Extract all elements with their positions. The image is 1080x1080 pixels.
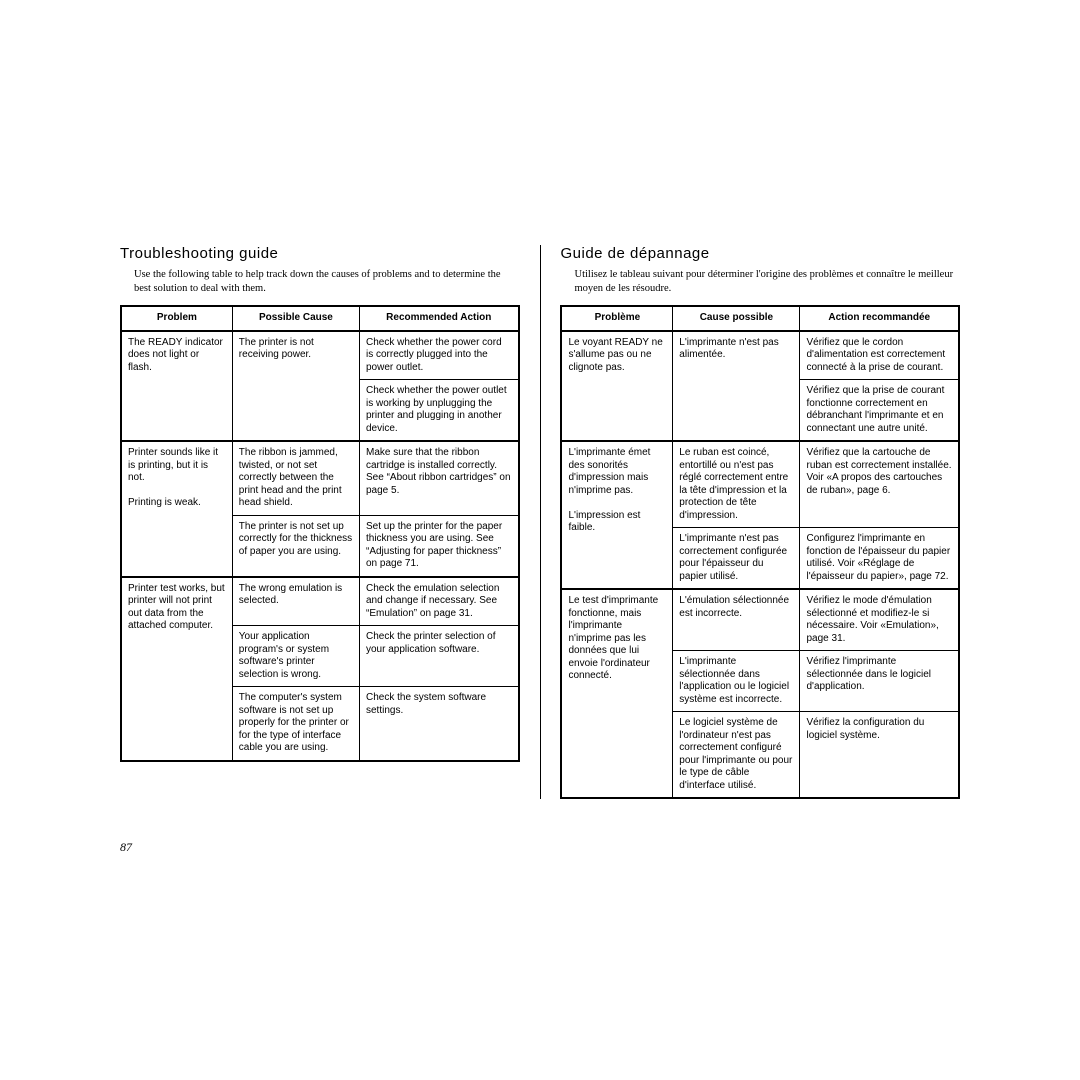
action-cell: Vérifiez le mode d'émulation sélectionné… bbox=[800, 589, 959, 651]
page-number: 87 bbox=[120, 840, 132, 855]
problem-cell: Printer test works, but printer will not… bbox=[121, 577, 232, 761]
table-row: Le test d'imprimante fonctionne, mais l'… bbox=[561, 589, 959, 651]
table-header: Problem bbox=[121, 306, 232, 331]
left-title: Troubleshooting guide bbox=[120, 245, 520, 262]
action-cell: Vérifiez la configuration du logiciel sy… bbox=[800, 712, 959, 799]
table-row: Le voyant READY ne s'allume pas ou ne cl… bbox=[561, 331, 959, 380]
page-container: Troubleshooting guide Use the following … bbox=[120, 245, 960, 799]
table-header: Problème bbox=[561, 306, 672, 331]
action-cell: Check whether the power cord is correctl… bbox=[360, 331, 519, 380]
cause-cell: The wrong emulation is selected. bbox=[232, 577, 359, 626]
action-cell: Set up the printer for the paper thickne… bbox=[360, 515, 519, 577]
left-intro: Use the following table to help track do… bbox=[120, 268, 520, 295]
table-header: Possible Cause bbox=[232, 306, 359, 331]
table-header: Recommended Action bbox=[360, 306, 519, 331]
right-title: Guide de dépannage bbox=[560, 245, 960, 262]
cause-cell: The computer's system software is not se… bbox=[232, 687, 359, 761]
problem-cell: Printer sounds like it is printing, but … bbox=[121, 441, 232, 577]
table-row: Printer sounds like it is printing, but … bbox=[121, 441, 519, 515]
action-cell: Vérifiez que le cordon d'alimentation es… bbox=[800, 331, 959, 380]
column-divider bbox=[540, 245, 541, 799]
action-cell: Vérifiez que la prise de courant fonctio… bbox=[800, 380, 959, 442]
right-intro: Utilisez le tableau suivant pour détermi… bbox=[560, 268, 960, 295]
cause-cell: The printer is not receiving power. bbox=[232, 331, 359, 380]
action-cell: Check the emulation selection and change… bbox=[360, 577, 519, 626]
table-header: Cause possible bbox=[673, 306, 800, 331]
table-header: Action recommandée bbox=[800, 306, 959, 331]
action-cell: Vérifiez l'imprimante sélectionnée dans … bbox=[800, 651, 959, 712]
cause-cell bbox=[232, 380, 359, 442]
cause-cell: L'émulation sélectionnée est incorrecte. bbox=[673, 589, 800, 651]
left-column: Troubleshooting guide Use the following … bbox=[120, 245, 520, 799]
problem-cell: The READY indicator does not light or fl… bbox=[121, 331, 232, 442]
action-cell: Check whether the power outlet is workin… bbox=[360, 380, 519, 442]
cause-cell: L'imprimante n'est pas alimentée. bbox=[673, 331, 800, 380]
action-cell: Check the printer selection of your appl… bbox=[360, 626, 519, 687]
cause-cell: Your application program's or system sof… bbox=[232, 626, 359, 687]
left-table: ProblemPossible CauseRecommended ActionT… bbox=[120, 305, 520, 762]
cause-cell: L'imprimante sélectionnée dans l'applica… bbox=[673, 651, 800, 712]
cause-cell: The ribbon is jammed, twisted, or not se… bbox=[232, 441, 359, 515]
table-row: Printer test works, but printer will not… bbox=[121, 577, 519, 626]
action-cell: Configurez l'imprimante en fonction de l… bbox=[800, 528, 959, 590]
cause-cell bbox=[673, 380, 800, 442]
cause-cell: The printer is not set up correctly for … bbox=[232, 515, 359, 577]
problem-cell: L'imprimante émet des sonorités d'impres… bbox=[561, 441, 672, 589]
right-table: ProblèmeCause possibleAction recommandée… bbox=[560, 305, 960, 799]
problem-cell: Le voyant READY ne s'allume pas ou ne cl… bbox=[561, 331, 672, 442]
cause-cell: Le ruban est coincé, entortillé ou n'est… bbox=[673, 441, 800, 528]
cause-cell: L'imprimante n'est pas correctement conf… bbox=[673, 528, 800, 590]
problem-cell: Le test d'imprimante fonctionne, mais l'… bbox=[561, 589, 672, 798]
right-column: Guide de dépannage Utilisez le tableau s… bbox=[560, 245, 960, 799]
action-cell: Check the system software settings. bbox=[360, 687, 519, 761]
action-cell: Vérifiez que la cartouche de ruban est c… bbox=[800, 441, 959, 528]
cause-cell: Le logiciel système de l'ordinateur n'es… bbox=[673, 712, 800, 799]
action-cell: Make sure that the ribbon cartridge is i… bbox=[360, 441, 519, 515]
table-row: The READY indicator does not light or fl… bbox=[121, 331, 519, 380]
table-row: L'imprimante émet des sonorités d'impres… bbox=[561, 441, 959, 528]
